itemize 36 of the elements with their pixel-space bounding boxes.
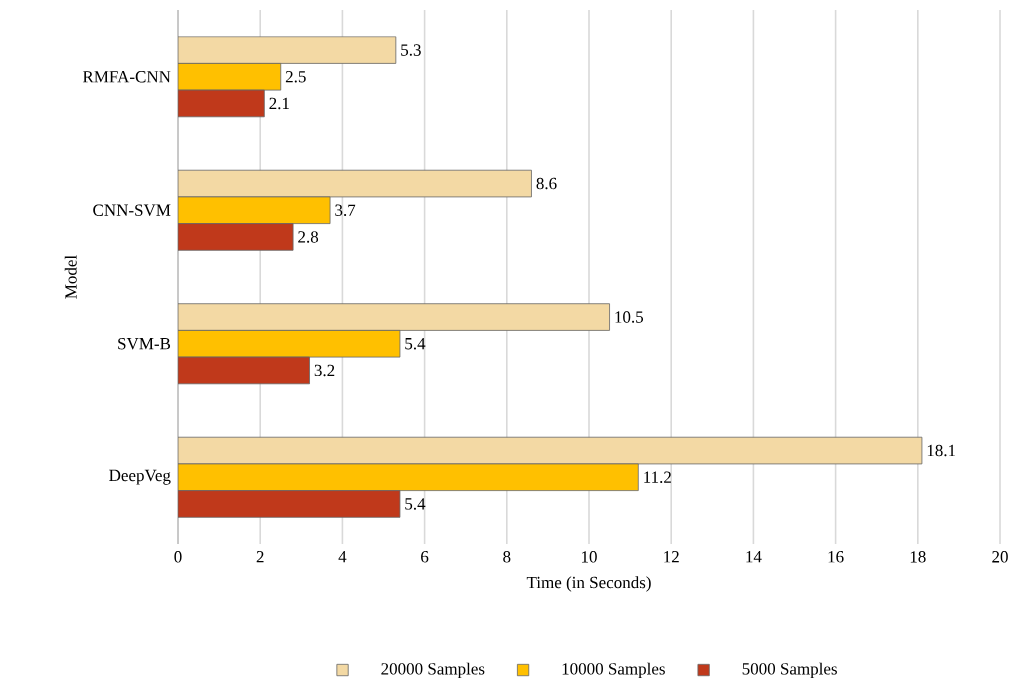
x-tick-label: 16 [828, 550, 844, 563]
x-tick-label: 2 [256, 550, 264, 563]
data-label: 2.5 [285, 70, 306, 83]
data-label: 2.8 [298, 231, 319, 243]
x-tick-label: 18 [910, 550, 926, 563]
y-axis-title: Model [64, 254, 77, 299]
data-label: 11.2 [644, 471, 671, 483]
y-tick-label: SVM-B [118, 337, 171, 350]
y-tick-label: DeepVeg [109, 469, 171, 485]
x-tick-label: 8 [503, 550, 511, 563]
data-label: 18.1 [927, 444, 956, 457]
bar [178, 196, 331, 224]
data-label: 5.4 [405, 498, 426, 510]
data-label: 5.4 [405, 337, 426, 350]
x-tick-label: 20 [992, 550, 1008, 563]
legend-label: 20000 Samples [381, 662, 485, 678]
x-tick-label: 10 [582, 550, 597, 563]
x-tick-label: 0 [174, 550, 182, 563]
x-tick-label: 6 [421, 550, 429, 563]
data-label: 3.2 [314, 364, 335, 377]
data-label: 2.1 [269, 97, 289, 110]
legend-label: 10000 Samples [562, 662, 665, 678]
bar [178, 329, 401, 358]
x-tick-label: 12 [664, 550, 679, 563]
data-label: 10.5 [615, 311, 644, 323]
bar [178, 463, 639, 491]
x-tick-label: 4 [338, 550, 347, 563]
data-label: 8.6 [536, 177, 557, 190]
data-label: 3.7 [335, 204, 356, 216]
bar [178, 62, 282, 91]
y-tick-label: RMFA-CNN [82, 70, 171, 83]
legend-label: 5000 Samples [742, 662, 837, 678]
x-tick-label: 14 [746, 550, 762, 563]
x-axis-title: Time (in Seconds) [526, 576, 651, 592]
data-label: 5.3 [401, 44, 421, 56]
y-tick-label: CNN-SVM [93, 204, 171, 216]
